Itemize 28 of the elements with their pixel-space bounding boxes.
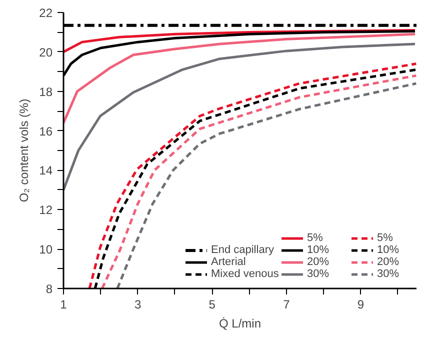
y-tick-label: 12	[39, 203, 53, 218]
y-tick-label: 16	[39, 124, 53, 138]
legend-label: 5%	[377, 232, 394, 244]
y-tick-label: 10	[39, 242, 53, 257]
legend-label: 10%	[377, 244, 400, 256]
y-tick-label: 20	[39, 45, 53, 60]
x-tick-label: 3	[134, 298, 142, 312]
y-axis-title: O₂ content vols (%)	[17, 98, 32, 202]
y-tick-label: 14	[39, 164, 53, 178]
annotation: Mixed venous	[211, 268, 279, 280]
y-tick-label: 18	[39, 84, 53, 99]
legend-label: 10%	[307, 244, 330, 256]
x-tick-label: 9	[357, 298, 364, 312]
line-series	[64, 32, 416, 124]
legend-label: 20%	[377, 256, 400, 268]
y-tick-label: 8	[46, 282, 53, 296]
y-tick-label: 22	[39, 6, 53, 20]
legend-label: End capillary	[211, 244, 274, 256]
x-axis-title: Q̇ L/min	[218, 316, 262, 330]
legend-label: 5%	[307, 232, 324, 244]
x-tick-label: 1	[60, 298, 68, 312]
annotation: Arterial	[211, 256, 246, 268]
legend-label: 20%	[307, 256, 330, 268]
x-tick-label: 7	[283, 298, 290, 312]
legend-label: 30%	[307, 268, 330, 280]
line-series	[64, 42, 416, 192]
x-tick-label: 5	[208, 298, 216, 312]
legend-label: 30%	[377, 268, 400, 280]
